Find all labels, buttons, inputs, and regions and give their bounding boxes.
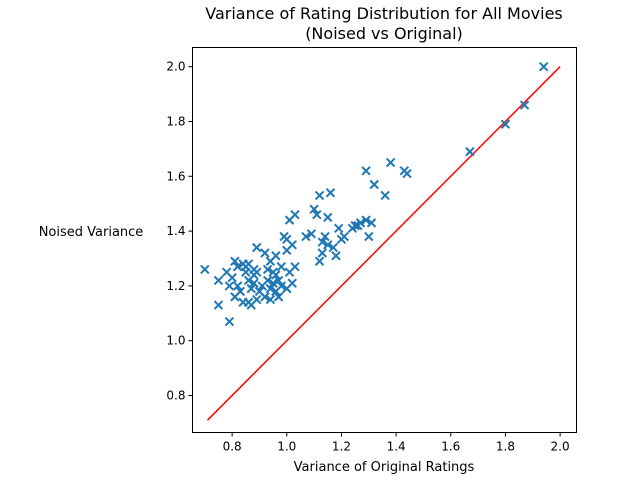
data-point: [246, 283, 256, 294]
data-point: [364, 231, 374, 242]
data-point: [323, 212, 333, 223]
data-point: [271, 270, 281, 280]
x-tick-label: 2.0: [551, 440, 570, 454]
data-point: [320, 231, 330, 242]
x-axis-label: Variance of Original Ratings: [294, 460, 475, 475]
data-point: [265, 283, 276, 294]
data-point: [312, 209, 322, 220]
data-point: [317, 237, 328, 247]
data-point: [262, 275, 273, 286]
data-point: [366, 218, 377, 228]
data-point: [200, 264, 210, 275]
data-point: [314, 256, 325, 266]
data-point: [314, 190, 325, 201]
chart-title-line-1: Variance of Rating Distribution for All …: [205, 4, 563, 23]
x-tick-label: 0.8: [223, 440, 242, 454]
data-point: [232, 281, 243, 291]
data-point: [252, 294, 262, 305]
y-tick-label: 1.4: [166, 224, 185, 238]
data-point: [273, 275, 284, 286]
data-point: [252, 242, 262, 253]
y-tick-label: 2.0: [166, 60, 185, 74]
y-tick-label: 1.0: [166, 334, 185, 348]
data-point: [213, 300, 224, 310]
data-point: [273, 292, 284, 302]
y-tick-label: 1.8: [166, 114, 185, 128]
reference-line: [207, 66, 561, 421]
data-point: [361, 215, 371, 225]
x-tick-label: 1.8: [496, 440, 515, 454]
data-point: [227, 272, 237, 283]
data-point: [230, 256, 240, 266]
data-point: [538, 61, 549, 72]
plot-frame: [192, 47, 577, 433]
data-point: [213, 275, 224, 286]
data-point: [339, 231, 349, 242]
data-point: [249, 278, 259, 288]
data-point: [323, 240, 333, 250]
data-point: [519, 100, 530, 110]
data-point: [500, 119, 511, 129]
data-point: [328, 242, 338, 253]
data-point: [268, 278, 278, 288]
data-point: [287, 278, 297, 288]
data-point: [260, 248, 270, 258]
data-point: [290, 209, 300, 220]
data-point: [287, 240, 297, 250]
x-tick-label: 1.0: [277, 440, 296, 454]
data-point: [334, 223, 344, 234]
data-point: [306, 229, 317, 239]
y-tick-label: 1.6: [166, 169, 185, 183]
y-tick-label: 1.2: [166, 279, 185, 293]
data-point: [276, 281, 287, 291]
data-point: [290, 262, 300, 272]
data-point: [350, 220, 360, 231]
plot-content: [200, 61, 561, 421]
x-tick-label: 1.4: [387, 440, 406, 454]
y-axis-label: Noised Variance: [39, 225, 144, 240]
data-point: [252, 267, 262, 277]
data-point: [224, 281, 235, 291]
data-point: [232, 262, 243, 272]
data-point: [262, 264, 273, 275]
data-point: [361, 166, 371, 176]
data-point: [309, 204, 319, 214]
y-tick-label: 0.8: [166, 389, 185, 403]
x-tick-label: 1.2: [332, 440, 351, 454]
data-point: [271, 251, 281, 261]
data-point: [355, 218, 366, 228]
data-point: [325, 188, 336, 198]
data-point: [317, 248, 328, 258]
data-point: [369, 179, 379, 190]
axis-ticks: 0.8 1.0 1.2 1.4 1.6 1.8 2.0 0.8 1.0 1.2 1.4 1.6 1.8 2…: [166, 60, 569, 454]
data-point: [276, 262, 287, 272]
chart-title-line-2: (Noised vs Original): [305, 24, 463, 43]
data-point: [265, 294, 276, 305]
data-point: [331, 251, 341, 261]
data-point: [385, 157, 396, 168]
data-point: [380, 190, 390, 201]
data-point: [224, 316, 235, 327]
data-point: [402, 168, 412, 179]
x-tick-label: 1.6: [441, 440, 460, 454]
data-point: [260, 292, 270, 302]
data-point: [235, 286, 246, 297]
data-point: [465, 146, 475, 157]
data-point: [301, 231, 311, 242]
